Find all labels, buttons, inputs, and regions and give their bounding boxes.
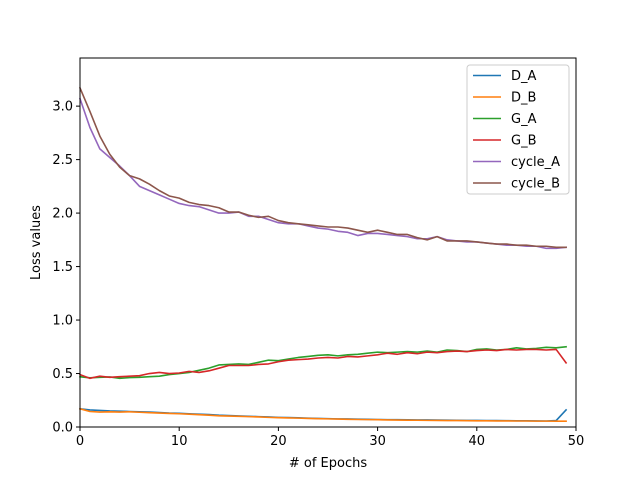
y-tick-label: 0.5 (52, 367, 73, 382)
y-tick-label: 1.0 (52, 314, 73, 329)
y-axis-label: Loss values (29, 205, 44, 280)
series-line-cycle-b (78, 86, 567, 249)
y-tick-label: 1.5 (52, 260, 73, 275)
legend-label: cycle_A (511, 155, 560, 170)
x-tick-label: 10 (171, 434, 188, 449)
legend-label: D_B (511, 91, 536, 106)
y-tick-label: 0.0 (52, 421, 73, 436)
series-line-d-b (79, 407, 567, 423)
x-tick-label: 30 (369, 434, 386, 449)
legend-label: G_A (511, 112, 537, 127)
y-tick-label: 2.0 (52, 207, 73, 222)
x-axis-ticks: 0 10 20 30 40 50 (76, 427, 584, 449)
legend: D_A D_B G_A G_B cycle_A cycle_B (466, 64, 570, 195)
x-tick-label: 20 (270, 434, 287, 449)
x-tick-label: 0 (76, 434, 84, 449)
y-tick-label: 3.0 (52, 100, 73, 115)
x-axis-label: # of Epochs (289, 456, 367, 471)
x-tick-label: 50 (568, 434, 585, 449)
plot-lines (78, 86, 568, 423)
legend-label: cycle_B (511, 177, 560, 192)
y-tick-label: 2.5 (52, 153, 73, 168)
legend-label: G_B (511, 134, 537, 149)
y-axis-ticks: 0.0 0.5 1.0 1.5 2.0 2.5 3.0 (52, 100, 80, 436)
series-line-g-b (78, 348, 568, 380)
axes-frame (79, 57, 577, 428)
x-tick-label: 40 (469, 434, 486, 449)
legend-box (466, 64, 570, 195)
legend-label: D_A (511, 69, 537, 84)
legend-items: D_A D_B G_A G_B cycle_A cycle_B (473, 69, 560, 192)
series-line-g-a (79, 345, 567, 380)
